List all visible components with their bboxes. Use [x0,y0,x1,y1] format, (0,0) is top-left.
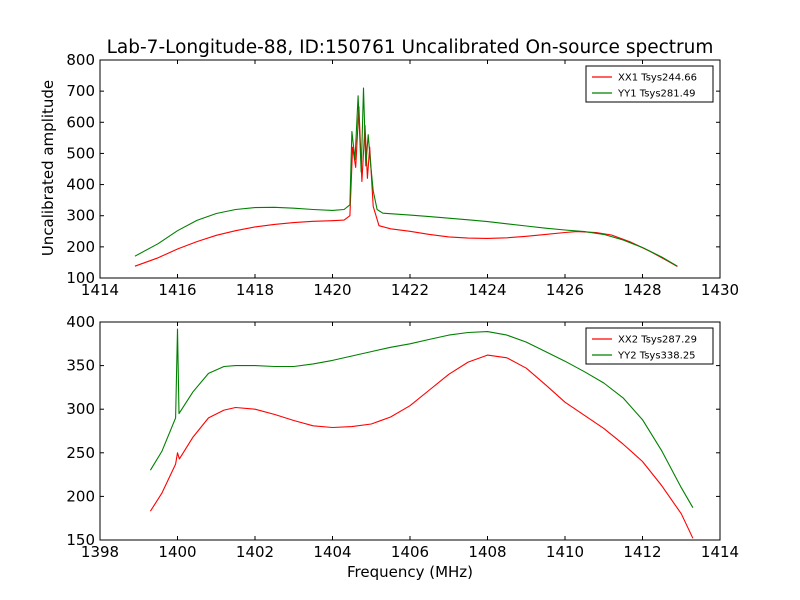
bottom-x-tick-label: 1412 [623,543,661,561]
top-panel: 1414 1416 1418 1420 1422 1424 1426 1428 1430 100 2… [66,51,739,299]
top-x-tick-label: 1426 [546,281,584,299]
top-y-tick-label: 800 [66,51,95,69]
bottom-series-line-2 [149,328,694,508]
bottom-x-tick-label: 1400 [158,543,196,561]
x-axis-label: Frequency (MHz) [347,563,473,581]
top-x-tick-label: 1430 [701,281,739,299]
bottom-x-tick-label: 1406 [391,543,429,561]
bottom-y-tick-label: 250 [66,444,95,462]
top-legend-label-1: XX1 Tsys244.66 [618,73,697,84]
bottom-legend-label-2: YY2 Tsys338.25 [617,351,696,362]
top-x-tick-label: 1418 [236,281,274,299]
bottom-x-tick-label: 1414 [701,543,739,561]
bottom-x-tick-label: 1398 [81,543,119,561]
bottom-y-tick-label: 200 [66,487,95,505]
bottom-x-tick-label: 1404 [313,543,351,561]
top-series-line-2 [134,87,678,267]
bottom-y-tick-label: 350 [66,357,95,375]
top-y-tick-label: 500 [66,144,95,162]
top-y-tick-label: 700 [66,82,95,100]
top-y-tick-label: 600 [66,113,95,131]
top-y-tick-label: 100 [66,269,95,287]
bottom-y-tick-label: 150 [66,531,95,549]
top-y-tick-label: 400 [66,176,95,194]
top-x-tick-label: 1424 [468,281,506,299]
bottom-panel: 1398 1400 1402 1404 1406 1408 1410 1412 1414 150 2… [66,313,739,561]
bottom-series-line-1 [149,354,694,539]
y-axis-label: Uncalibrated amplitude [39,80,57,256]
bottom-legend [585,327,714,365]
bottom-y-tick-label: 300 [66,400,95,418]
bottom-x-tick-label: 1408 [468,543,506,561]
bottom-legend-label-1: XX2 Tsys287.29 [618,335,697,346]
top-x-tick-label: 1428 [623,281,661,299]
bottom-y-tick-label: 400 [66,313,95,331]
top-x-tick-label: 1416 [158,281,196,299]
top-y-tick-label: 300 [66,207,95,225]
top-x-tick-label: 1420 [313,281,351,299]
top-x-tick-label: 1414 [81,281,119,299]
top-y-tick-label: 200 [66,238,95,256]
top-legend [585,65,714,103]
figure-title: Lab-7-Longitude-88, ID:150761 Uncalibrat… [107,37,714,58]
bottom-x-tick-label: 1410 [546,543,584,561]
bottom-x-tick-label: 1402 [236,543,274,561]
top-x-tick-label: 1422 [391,281,429,299]
top-legend-label-2: YY1 Tsys281.49 [617,89,696,100]
